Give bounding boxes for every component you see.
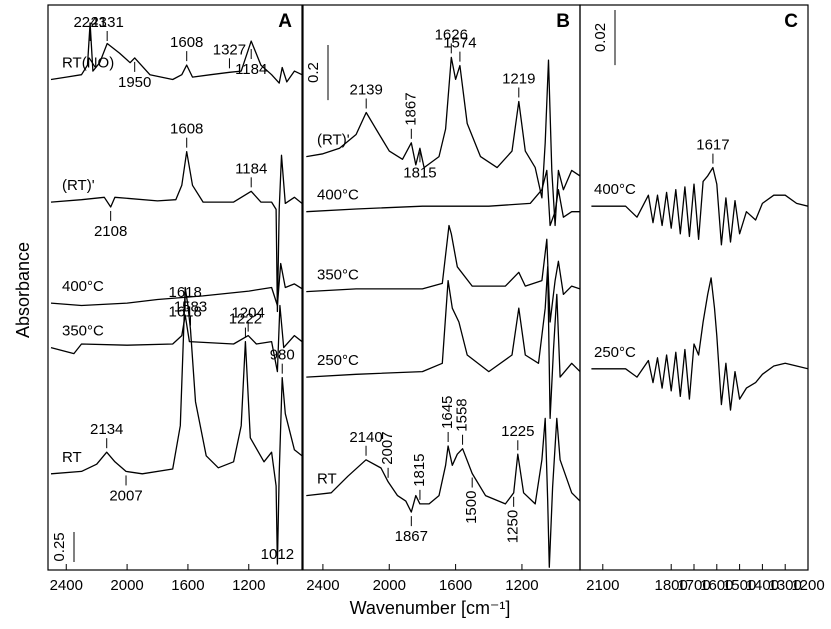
peak-label: 2134 (90, 421, 123, 438)
spectrum (591, 277, 808, 411)
trace-label: RT (317, 471, 337, 488)
trace-label: 400°C (62, 278, 104, 295)
plot-area (50, 22, 302, 565)
peak-label: 1574 (443, 35, 476, 52)
peak-label: 1184 (235, 160, 267, 177)
peak-label: 1204 (231, 305, 264, 322)
x-tick-label: 1200 (232, 577, 265, 594)
peak-label: 1222 (229, 311, 262, 328)
peak-label: 1184 (235, 61, 267, 78)
spectrum (306, 56, 580, 227)
peak-label: 1250 (505, 510, 522, 543)
peak-label: 2140 (349, 429, 382, 446)
trace-label: (RT)' (317, 132, 350, 149)
x-tick-label: 1200 (505, 577, 538, 594)
trace-label: 250°C (594, 344, 636, 361)
spectrum (50, 286, 302, 565)
y-axis-title: Absorbance (13, 242, 33, 338)
peak-label: 1867 (402, 92, 419, 125)
trace-label: 250°C (317, 352, 359, 369)
x-tick-label: 1500 (723, 577, 756, 594)
x-tick-label: 2000 (110, 577, 143, 594)
x-tick-label: 2000 (373, 577, 406, 594)
x-tick-label: 2100 (586, 577, 619, 594)
plot-area (306, 56, 580, 568)
x-tick-label: 1300 (769, 577, 802, 594)
peak-label: 1558 (454, 398, 471, 431)
x-tick-label: 1700 (677, 577, 710, 594)
spectrum (50, 304, 302, 373)
peak-label: 1219 (502, 70, 535, 87)
scale-bar-label: 0.2 (305, 62, 322, 83)
x-tick-label: 1800 (655, 577, 688, 594)
peak-label: 2139 (350, 81, 383, 98)
peak-label: 1645 (439, 396, 456, 429)
spectrum (306, 266, 580, 420)
trace-label: 350°C (317, 267, 359, 284)
peak-label: 1327 (213, 41, 246, 58)
panel-letter: A (278, 11, 292, 32)
trace-label: 400°C (594, 181, 636, 198)
x-tick-label: 1400 (746, 577, 779, 594)
peak-label: 2243 (73, 14, 106, 31)
peak-label: 1500 (463, 491, 480, 524)
x-tick-label: 1600 (700, 577, 733, 594)
spectrum (591, 166, 808, 246)
spectrum (50, 22, 302, 84)
peak-label: 1626 (435, 26, 468, 43)
panel-frame (579, 4, 809, 571)
scale-bar-label: 0.25 (51, 532, 68, 561)
x-tick-label: 1600 (171, 577, 204, 594)
peak-label: 1608 (170, 121, 203, 138)
peak-label: 1012 (261, 546, 294, 563)
peak-label: 2131 (90, 14, 123, 31)
peak-label: 1617 (696, 137, 729, 154)
peak-label: 980 (270, 347, 295, 364)
peak-label: 1583 (174, 299, 207, 316)
trace-label: 350°C (62, 323, 104, 340)
trace-label: RT(NO) (62, 55, 114, 72)
spectrum (306, 417, 580, 568)
spectrum (50, 262, 302, 307)
panel-letter: B (556, 11, 570, 32)
spectrum (306, 224, 580, 323)
trace-label: RT (62, 449, 82, 466)
trace-label: (RT)' (62, 177, 95, 194)
x-tick-label: 2400 (306, 577, 339, 594)
trace-label: 400°C (317, 187, 359, 204)
peak-label: 1867 (395, 528, 428, 545)
plot-area (591, 166, 808, 411)
x-axis-title: Wavenumber [cm⁻¹] (350, 598, 511, 618)
peak-label: 1618 (169, 304, 202, 321)
scale-bar-label: 0.02 (592, 23, 609, 52)
panel-frame (47, 4, 303, 571)
peak-label: 2007 (109, 487, 142, 504)
peak-label: 2007 (379, 431, 396, 464)
peak-label: 2108 (94, 223, 127, 240)
peak-label: 1225 (501, 423, 534, 440)
spectrum (50, 151, 302, 313)
spectrum (306, 169, 580, 227)
x-tick-label: 1600 (439, 577, 472, 594)
peak-label: 1950 (118, 74, 151, 91)
peak-label: 1608 (170, 34, 203, 51)
peak-label: 1815 (411, 453, 428, 486)
panel-letter: C (784, 11, 798, 32)
x-tick-label: 1200 (791, 577, 824, 594)
peak-label: 1815 (403, 164, 436, 181)
x-tick-label: 2400 (50, 577, 83, 594)
